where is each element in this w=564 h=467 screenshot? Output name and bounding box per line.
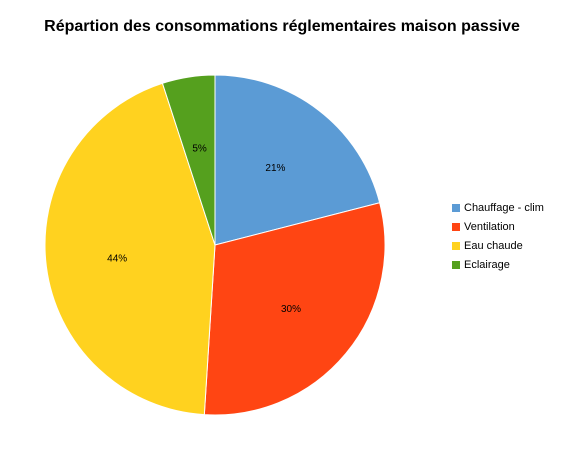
legend-label: Ventilation <box>464 220 515 233</box>
chart-title: Répartion des consommations réglementair… <box>44 18 520 35</box>
legend-item: Chauffage - clim <box>452 198 544 217</box>
legend-label: Eau chaude <box>464 239 523 252</box>
data-label: 21% <box>265 163 285 174</box>
pie-slice-ventilation <box>203 202 386 416</box>
legend-item: Eau chaude <box>452 236 544 255</box>
pie-slice-eau-chaude <box>44 82 216 416</box>
data-label: 44% <box>107 253 127 264</box>
legend-item: Ventilation <box>452 217 544 236</box>
legend-label: Eclairage <box>464 258 510 271</box>
legend: Chauffage - clim Ventilation Eau chaude Ecl… <box>452 198 544 274</box>
data-label: 30% <box>281 304 301 315</box>
legend-label: Chauffage - clim <box>464 201 544 214</box>
pie-slice-eclairage <box>161 74 216 246</box>
legend-swatch <box>452 260 460 269</box>
data-label: 5% <box>192 144 207 155</box>
legend-swatch <box>452 241 460 250</box>
pie-slice-chauffage-clim <box>214 74 381 246</box>
legend-swatch <box>452 222 460 231</box>
legend-swatch <box>452 203 460 212</box>
legend-item: Eclairage <box>452 255 544 274</box>
